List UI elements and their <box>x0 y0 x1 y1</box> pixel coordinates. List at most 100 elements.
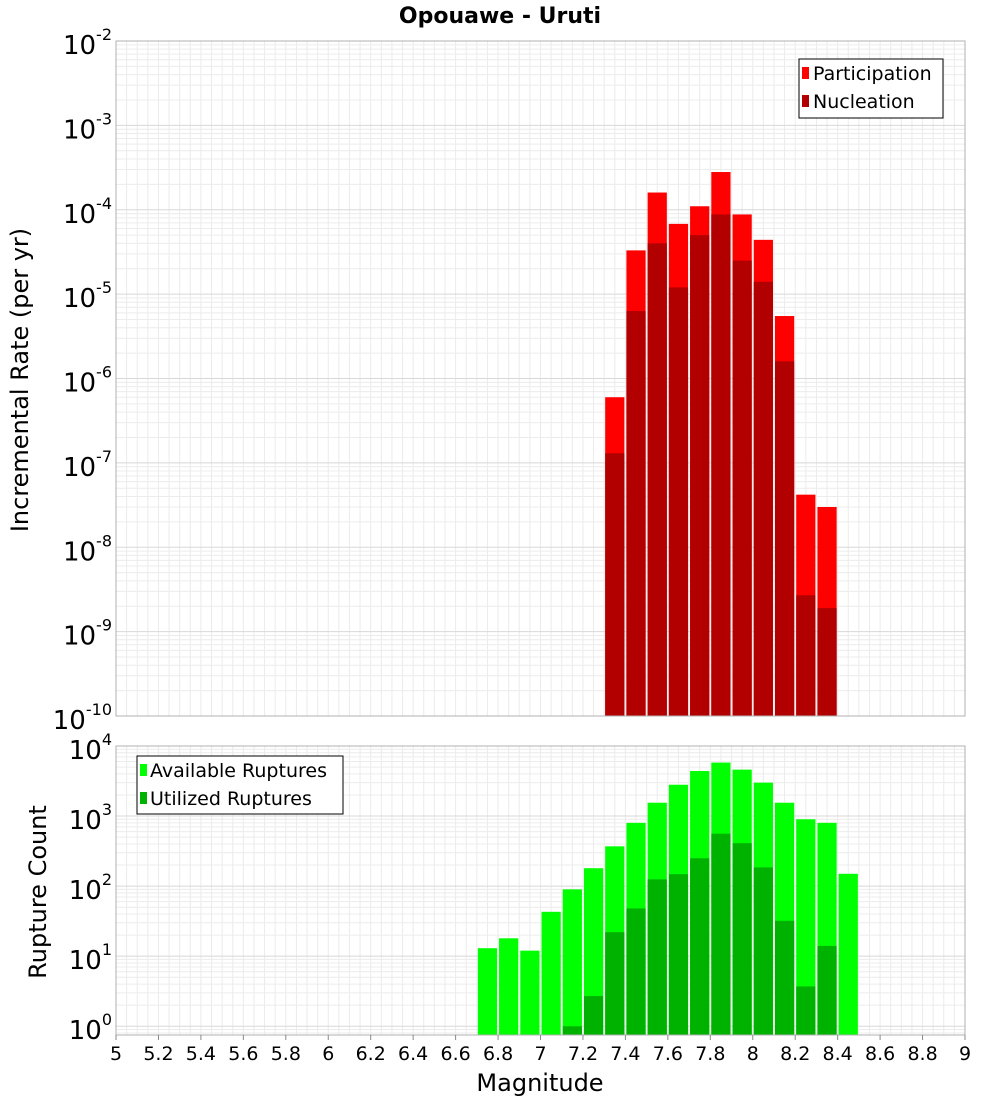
top-ytick-exp: -6 <box>96 363 112 382</box>
bottom-bar-front-8 <box>647 879 667 1035</box>
bottom-ytick-label: 100 <box>69 1010 112 1046</box>
legend-label-utilized: Utilized Ruptures <box>150 788 312 810</box>
top-ytick-base: 10 <box>63 453 96 483</box>
bottom-ytick-base: 10 <box>69 1016 102 1046</box>
top-plot-frame <box>115 40 966 717</box>
bottom-ytick-base: 10 <box>69 946 102 976</box>
top-ytick-exp: -7 <box>96 447 112 466</box>
bottom-bar-front-6 <box>605 932 625 1035</box>
bottom-bar-front-7 <box>626 908 646 1035</box>
top-bar-front-4 <box>690 235 710 716</box>
top-ytick-label: 10-3 <box>63 109 112 145</box>
xtick-label: 6.4 <box>398 1043 428 1065</box>
bottom-ytick-exp: 4 <box>102 730 112 749</box>
bottom-ytick-base: 10 <box>69 806 102 836</box>
bottom-ytick-exp: 0 <box>102 1010 112 1029</box>
top-ytick-label: 10-9 <box>63 616 112 652</box>
legend-swatch-participation <box>802 67 809 79</box>
bottom-bar-back-0 <box>477 948 498 1035</box>
legend-swatch-available <box>140 764 147 776</box>
bottom-bar-front-12 <box>732 843 752 1035</box>
xtick-label: 7.2 <box>568 1043 598 1065</box>
top-ytick-base: 10 <box>63 31 96 61</box>
bottom-legend-box <box>136 755 344 815</box>
legend-label-available: Available Ruptures <box>150 760 327 782</box>
bottom-bar-front-10 <box>690 858 710 1035</box>
xtick-label: 5.6 <box>228 1043 258 1065</box>
legend-swatch-utilized <box>140 792 147 804</box>
top-bar-front-6 <box>732 260 752 716</box>
bottom-ytick-exp: 2 <box>102 870 112 889</box>
top-bar-front-5 <box>711 214 731 717</box>
bottom-bar-front-16 <box>817 945 837 1035</box>
top-ytick-base: 10 <box>53 706 86 736</box>
bottom-bar-back-15 <box>796 819 816 1035</box>
xtick-label: 6.8 <box>483 1043 513 1065</box>
xtick-label: 6 <box>322 1043 334 1065</box>
bottom-bar-front-15 <box>796 986 816 1035</box>
chart-title: Opouawe - Uruti <box>399 4 601 29</box>
xtick-label: 7.8 <box>695 1043 725 1065</box>
x-axis-ticks: 5 5.2 5.4 5.6 5.8 6 6.2 6.4 6.6 6.8 7 7.2 7.4 7.6 7.8 8… <box>110 1035 971 1065</box>
top-ytick-label: 10-4 <box>63 194 112 230</box>
bottom-ytick-base: 10 <box>69 736 102 766</box>
xtick-label: 7.6 <box>653 1043 683 1065</box>
top-ytick-base: 10 <box>63 622 96 652</box>
top-bar-front-1 <box>626 311 646 716</box>
legend-label-participation: Participation <box>813 63 932 85</box>
x-axis-label: Magnitude <box>476 1069 603 1097</box>
top-ytick-exp: -3 <box>96 109 112 128</box>
top-bar-front-8 <box>774 361 795 716</box>
top-plot-bars <box>605 172 837 717</box>
bottom-bar-front-9 <box>668 874 689 1035</box>
xtick-label: 8.6 <box>865 1043 895 1065</box>
top-bar-front-3 <box>668 287 689 716</box>
bottom-bar-back-17 <box>838 873 858 1035</box>
xtick-label: 5.4 <box>186 1043 216 1065</box>
bottom-bar-front-5 <box>583 996 604 1035</box>
xtick-label: 7 <box>534 1043 546 1065</box>
xtick-label: 8.8 <box>907 1043 937 1065</box>
top-bar-front-0 <box>605 453 625 716</box>
bottom-legend: Available Ruptures Utilized Ruptures <box>136 755 344 815</box>
bottom-bar-back-2 <box>520 950 540 1035</box>
xtick-label: 8.2 <box>780 1043 810 1065</box>
xtick-label: 5.2 <box>143 1043 173 1065</box>
bottom-bar-front-11 <box>711 833 731 1035</box>
bottom-bar-back-5 <box>583 868 604 1035</box>
top-ytick-exp: -2 <box>96 25 112 44</box>
top-y-axis-label: Incremental Rate (per yr) <box>6 228 34 532</box>
top-ytick-exp: -10 <box>86 700 112 719</box>
xtick-label: 6.6 <box>440 1043 470 1065</box>
legend-swatch-nucleation <box>802 95 809 107</box>
top-ytick-exp: -4 <box>96 194 112 213</box>
top-ytick-exp: -5 <box>96 278 112 297</box>
bottom-bar-back-1 <box>499 938 519 1035</box>
bottom-bar-back-4 <box>562 889 582 1035</box>
bottom-ytick-label: 102 <box>69 870 112 906</box>
xtick-label: 9 <box>959 1043 971 1065</box>
top-ytick-base: 10 <box>63 200 96 230</box>
top-ytick-base: 10 <box>63 537 96 567</box>
top-ytick-label: 10-6 <box>63 363 112 399</box>
xtick-label: 8 <box>747 1043 759 1065</box>
top-ytick-base: 10 <box>63 115 96 145</box>
xtick-label: 5.8 <box>271 1043 301 1065</box>
bottom-plot-bars <box>477 762 858 1035</box>
xtick-label: 5 <box>110 1043 122 1065</box>
bottom-ytick-base: 10 <box>69 876 102 906</box>
top-ytick-base: 10 <box>63 369 96 399</box>
bottom-bar-front-13 <box>753 867 773 1035</box>
top-ytick-label: 10-2 <box>63 25 112 61</box>
bottom-ytick-exp: 1 <box>102 940 112 959</box>
bottom-bar-back-3 <box>541 911 561 1035</box>
top-bar-front-7 <box>753 281 773 716</box>
top-ytick-label: 10-5 <box>63 278 112 314</box>
top-ytick-label: 10-8 <box>63 531 112 567</box>
bottom-ytick-label: 104 <box>69 730 112 766</box>
